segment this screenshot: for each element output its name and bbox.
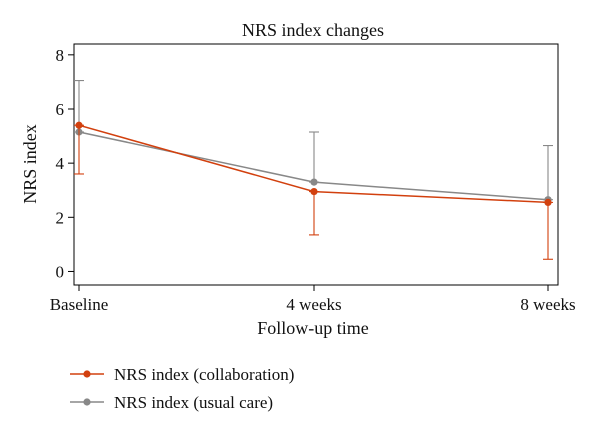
- series-1: [74, 80, 553, 204]
- x-tick-label: 8 weeks: [520, 295, 575, 314]
- x-tick-label: 4 weeks: [286, 295, 341, 314]
- legend-label: NRS index (collaboration): [114, 365, 294, 384]
- data-point: [310, 187, 318, 196]
- series-0: [74, 121, 553, 260]
- y-tick-label: 8: [56, 46, 65, 65]
- legend-label: NRS index (usual care): [114, 393, 273, 412]
- y-axis: 0 2 4 6 8: [56, 46, 74, 281]
- y-axis-label: NRS index: [20, 124, 40, 204]
- y-tick-label: 0: [56, 262, 65, 281]
- plot-area: [73, 43, 559, 286]
- x-tick-label: Baseline: [50, 295, 109, 314]
- chart-title: NRS index changes: [242, 20, 384, 40]
- data-point: [75, 121, 83, 129]
- data-point: [310, 178, 318, 186]
- x-axis: Baseline 4 weeks 8 weeks: [50, 285, 576, 314]
- y-tick-label: 2: [56, 208, 65, 227]
- data-point: [544, 198, 552, 207]
- legend-marker: [83, 398, 91, 406]
- x-axis-label: Follow-up time: [257, 318, 369, 338]
- legend-marker: [83, 370, 91, 378]
- y-tick-label: 6: [56, 100, 65, 119]
- y-tick-label: 4: [56, 154, 65, 173]
- series-layer: [74, 80, 553, 260]
- legend: NRS index (collaboration) NRS index (usua…: [70, 365, 294, 412]
